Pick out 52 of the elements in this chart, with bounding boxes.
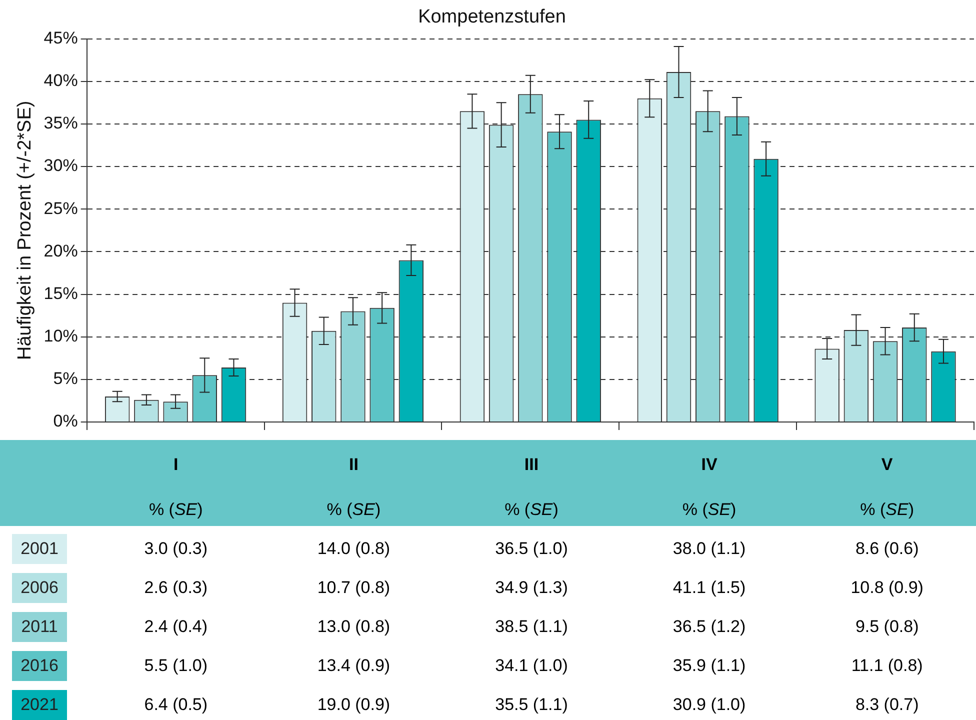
data-label: 38.0 (1.1) [672, 538, 747, 560]
data-label: 34.9 (1.3) [494, 576, 569, 598]
y-tick-label: 25% [44, 198, 78, 218]
x-tick-label: I [172, 454, 180, 476]
y-axis-title: Häufigkeit in Prozent (+/-2*SE) [14, 100, 36, 360]
text: 2021 [12, 690, 67, 720]
y-tick-label: 5% [53, 369, 78, 388]
text: 2011 [12, 612, 67, 642]
text: 2006 [12, 572, 67, 602]
x-tick-label: IV [700, 454, 718, 476]
y-tick-label: 35% [44, 114, 78, 133]
y-tick-label: 40% [44, 71, 78, 90]
text: % (SE) [860, 500, 914, 518]
data-label: 36.5 (1.0) [494, 538, 569, 560]
data-label: 41.1 (1.5) [672, 576, 747, 598]
data-label: 36.5 (1.2) [672, 616, 747, 638]
data-label: 19.0 (0.9) [316, 694, 392, 716]
y-tick-label: 30% [44, 156, 78, 176]
x-tick-label: V [880, 454, 894, 476]
data-label: 9.5 (0.8) [854, 616, 920, 638]
data-label: 5.5 (1.0) [143, 654, 209, 676]
data-label: 11.1 (0.8) [850, 654, 924, 676]
data-label: 2.4 (0.4) [143, 616, 209, 638]
chart-title: Kompetenzstufen [418, 6, 566, 28]
text: 2016 [12, 650, 67, 680]
text: % (SE) [504, 500, 558, 518]
x-tick-label: III [523, 454, 540, 476]
data-label: 13.4 (0.9) [316, 654, 392, 676]
text: % (SE) [326, 500, 381, 518]
y-tick-label: 15% [44, 284, 78, 303]
data-label: 14.0 (0.8) [316, 538, 392, 560]
y-tick-label: 10% [44, 326, 78, 346]
data-label: 38.5 (1.1) [494, 616, 569, 638]
text: % (SE) [148, 498, 204, 520]
data-label: 35.9 (1.1) [672, 654, 747, 676]
text: 2001 [12, 534, 67, 564]
data-label: 35.5 (1.1) [494, 694, 569, 716]
data-label: 2.6 (0.3) [143, 576, 209, 598]
data-label: 34.1 (1.0) [494, 654, 569, 676]
y-tick-label: 45% [44, 28, 78, 48]
y-tick-label: 20% [44, 241, 78, 260]
data-label: 30.9 (1.0) [672, 694, 747, 716]
y-tick-label: 0% [53, 412, 78, 431]
data-label: 10.8 (0.9) [850, 576, 924, 598]
data-label: 8.6 (0.6) [854, 538, 920, 560]
data-label: 3.0 (0.3) [143, 538, 209, 560]
x-tick-label: II [348, 454, 360, 476]
text: % (SE) [682, 500, 736, 518]
data-label: 6.4 (0.5) [143, 694, 209, 716]
data-label: 8.3 (0.7) [854, 694, 920, 716]
data-label: 13.0 (0.8) [316, 616, 392, 638]
data-label: 10.7 (0.8) [316, 576, 392, 598]
